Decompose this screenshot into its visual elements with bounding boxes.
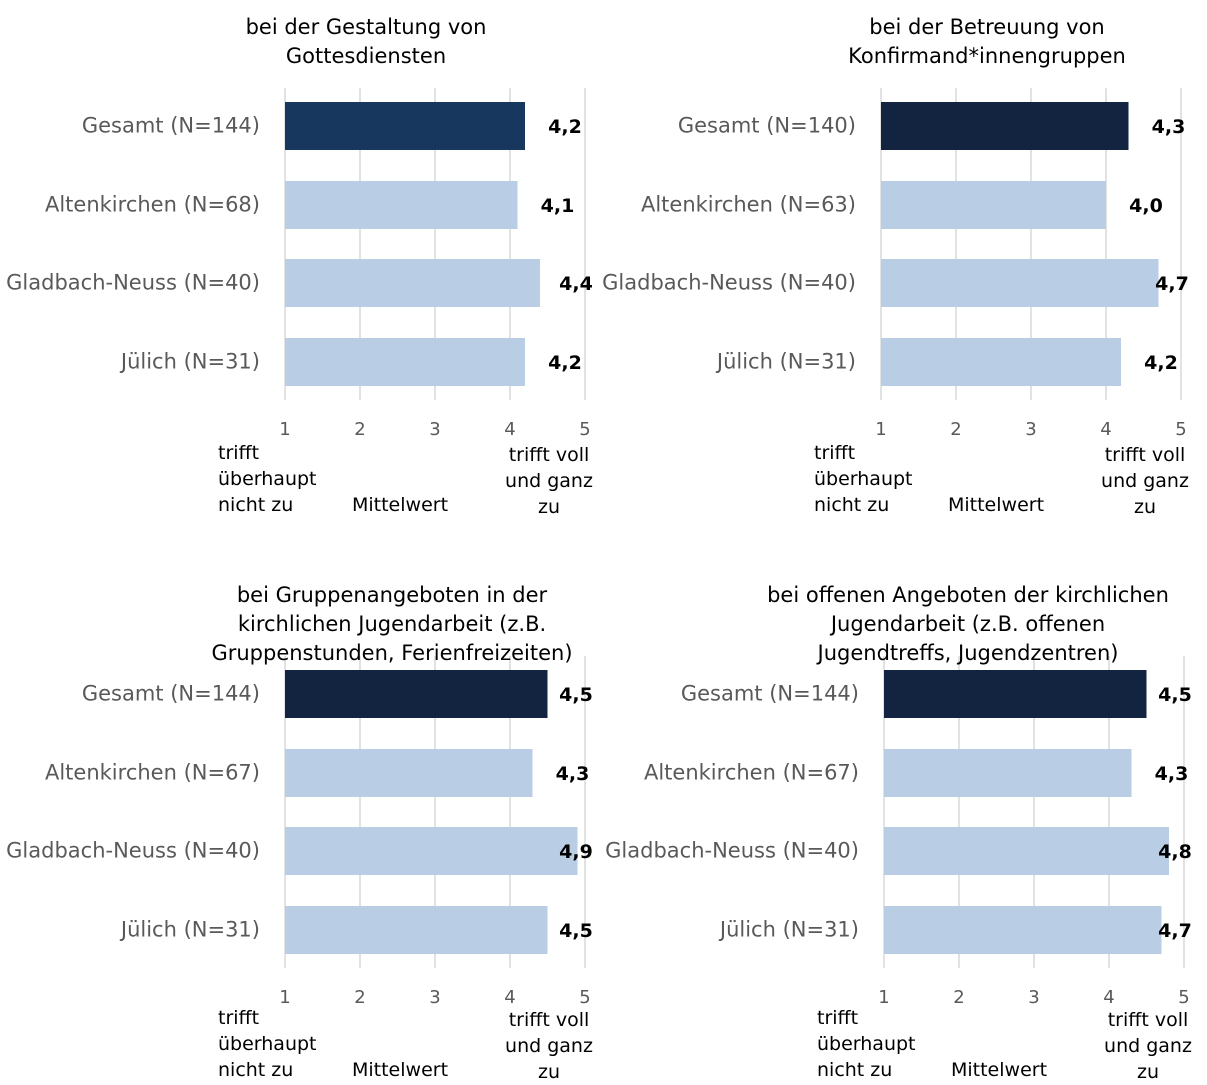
- bar: [884, 749, 1132, 797]
- value-label: 4,5: [559, 684, 593, 706]
- axis-label-low: trifft überhaupt nicht zu: [218, 1007, 317, 1081]
- chart-title: Gruppenstunden, Ferienfreizeiten): [211, 641, 573, 665]
- x-tick-label: 2: [354, 987, 366, 1008]
- category-label: Altenkirchen (N=67): [643, 760, 859, 785]
- bar: [884, 670, 1147, 718]
- bar: [285, 670, 548, 718]
- x-tick-label: 4: [1103, 987, 1115, 1008]
- value-label: 4,3: [555, 763, 590, 785]
- axis-label-high: trifft voll und ganz zu: [1104, 1009, 1192, 1083]
- x-axis-title: Mittelwert: [351, 494, 449, 516]
- value-label: 4,2: [548, 116, 582, 138]
- axis-label-high: trifft voll und ganz zu: [505, 1009, 593, 1083]
- category-label: Jülich (N=31): [120, 917, 260, 942]
- chart-title: bei der Gestaltung von: [245, 15, 487, 39]
- category-label: Altenkirchen (N=68): [44, 192, 260, 217]
- value-label: 4,3: [1151, 116, 1186, 138]
- x-tick-label: 3: [1025, 419, 1037, 440]
- axis-label-low: trifft überhaupt nicht zu: [817, 1007, 916, 1081]
- category-label: Gladbach-Neuss (N=40): [6, 838, 260, 863]
- bar: [285, 102, 525, 150]
- chart-title: Gottesdiensten: [285, 44, 447, 68]
- x-tick-label: 1: [875, 419, 887, 440]
- value-label: 4,4: [559, 273, 593, 295]
- axis-label-high: trifft voll und ganz zu: [505, 444, 593, 518]
- category-label: Gesamt (N=144): [81, 681, 260, 706]
- bar: [881, 181, 1106, 229]
- bar: [884, 827, 1169, 875]
- x-axis-title: Mittelwert: [947, 494, 1045, 516]
- bar: [881, 102, 1129, 150]
- x-tick-label: 2: [354, 419, 366, 440]
- value-label: 4,0: [1129, 195, 1163, 217]
- bar: [285, 181, 518, 229]
- value-label: 4,8: [1158, 841, 1192, 863]
- axis-label-low: trifft überhaupt nicht zu: [218, 442, 317, 516]
- x-tick-label: 2: [953, 987, 965, 1008]
- value-label: 4,2: [1144, 352, 1178, 374]
- x-tick-label: 5: [1175, 419, 1187, 440]
- bar: [884, 906, 1162, 954]
- category-label: Jülich (N=31): [120, 349, 260, 374]
- x-axis-title: Mittelwert: [351, 1059, 449, 1081]
- value-label: 4,9: [559, 841, 593, 863]
- value-label: 4,7: [1155, 273, 1189, 295]
- x-tick-label: 5: [1178, 987, 1190, 1008]
- category-label: Jülich (N=31): [719, 917, 859, 942]
- x-tick-label: 3: [1028, 987, 1040, 1008]
- bar: [285, 827, 578, 875]
- chart-title: bei der Betreuung von: [869, 15, 1105, 39]
- category-label: Gesamt (N=144): [81, 113, 260, 138]
- category-label: Gladbach-Neuss (N=40): [605, 838, 859, 863]
- category-label: Gesamt (N=140): [677, 113, 856, 138]
- category-label: Gesamt (N=144): [680, 681, 859, 706]
- chart-title: Konfirmand*innengruppen: [848, 44, 1126, 68]
- x-tick-label: 1: [279, 419, 291, 440]
- chart-title: bei Gruppenangeboten in der: [236, 583, 548, 607]
- bar: [881, 259, 1159, 307]
- value-label: 4,2: [548, 352, 582, 374]
- category-label: Gladbach-Neuss (N=40): [602, 270, 856, 295]
- x-tick-label: 3: [429, 987, 441, 1008]
- bar: [285, 749, 533, 797]
- x-tick-label: 5: [579, 987, 591, 1008]
- x-tick-label: 5: [579, 419, 591, 440]
- bar: [881, 338, 1121, 386]
- x-tick-label: 2: [950, 419, 962, 440]
- value-label: 4,3: [1154, 763, 1189, 785]
- x-tick-label: 4: [504, 419, 516, 440]
- category-label: Jülich (N=31): [716, 349, 856, 374]
- value-label: 4,5: [1158, 684, 1192, 706]
- chart-title: Jugendarbeit (z.B. offenen: [830, 612, 1106, 636]
- axis-label-high: trifft voll und ganz zu: [1101, 444, 1189, 518]
- bar: [285, 338, 525, 386]
- x-tick-label: 1: [279, 987, 291, 1008]
- value-label: 4,7: [1158, 920, 1192, 942]
- bar: [285, 906, 548, 954]
- chart-title: Jugendtreffs, Jugendzentren): [817, 641, 1119, 665]
- x-tick-label: 4: [1100, 419, 1112, 440]
- x-tick-label: 3: [429, 419, 441, 440]
- bar: [285, 259, 540, 307]
- chart-title: bei offenen Angeboten der kirchlichen: [767, 583, 1169, 607]
- value-label: 4,1: [540, 195, 575, 217]
- chart-title: kirchlichen Jugendarbeit (z.B.: [237, 612, 547, 636]
- x-tick-label: 4: [504, 987, 516, 1008]
- category-label: Altenkirchen (N=63): [640, 192, 856, 217]
- value-label: 4,5: [559, 920, 593, 942]
- axis-label-low: trifft überhaupt nicht zu: [814, 442, 913, 516]
- x-tick-label: 1: [878, 987, 890, 1008]
- category-label: Gladbach-Neuss (N=40): [6, 270, 260, 295]
- x-axis-title: Mittelwert: [950, 1059, 1048, 1081]
- category-label: Altenkirchen (N=67): [44, 760, 260, 785]
